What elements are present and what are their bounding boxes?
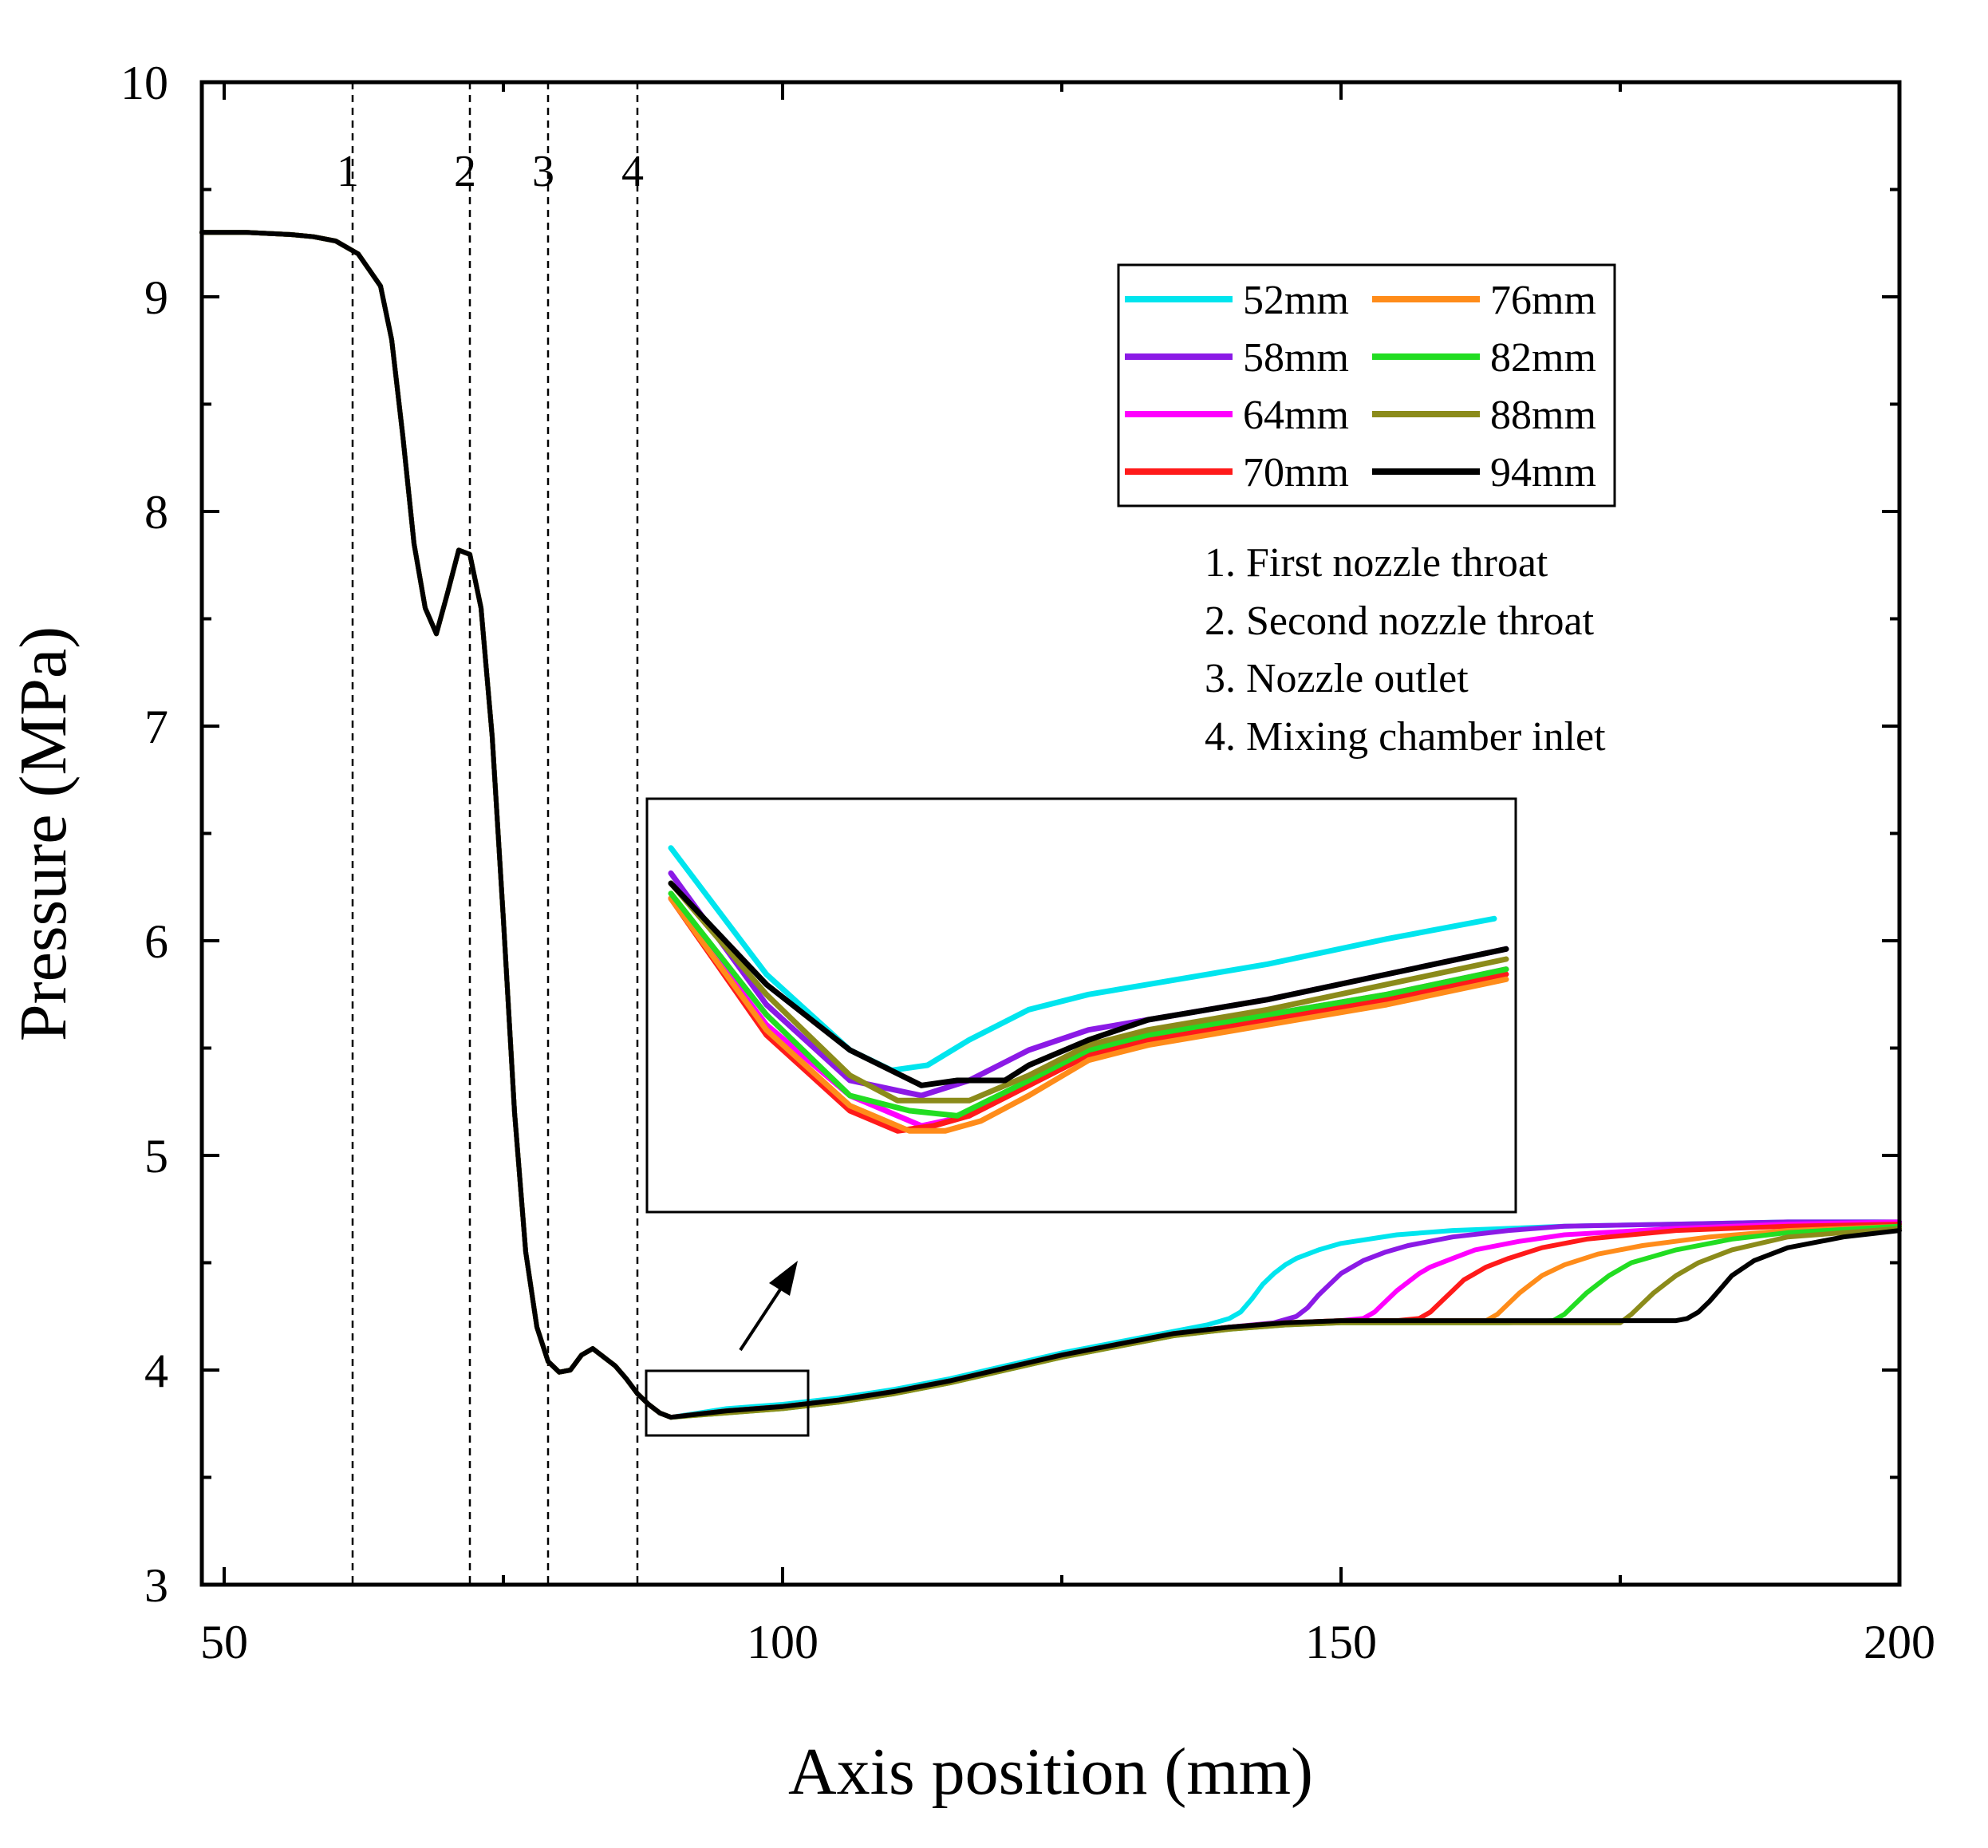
- inset-line-82mm: [668, 890, 1509, 1119]
- x-tick-label: 150: [1305, 1616, 1377, 1668]
- note-3: 3. Nozzle outlet: [1205, 656, 1469, 701]
- inset-line-70mm: [668, 895, 1509, 1134]
- series-line-94mm: [199, 230, 1902, 1420]
- x-tick-label: 200: [1864, 1616, 1935, 1668]
- x-tick-label: 50: [200, 1616, 248, 1668]
- x-tick-label: 100: [747, 1616, 818, 1668]
- legend-label-58mm: 58mm: [1243, 335, 1349, 381]
- y-axis-title: Pressure (MPa): [6, 626, 81, 1041]
- y-tick-label: 7: [144, 701, 168, 753]
- note-4: 4. Mixing chamber inlet: [1205, 714, 1606, 760]
- legend-label-76mm: 76mm: [1490, 278, 1596, 323]
- tick-labels: 50 100 150 200 3 4 5 6 7 8 9 10: [120, 57, 1935, 1668]
- inset-line-76mm: [668, 895, 1509, 1134]
- marker-label-4: 4: [621, 147, 644, 196]
- legend-box: [1117, 263, 1616, 507]
- zoom-arrow: [739, 1261, 798, 1352]
- marker-label-1: 1: [337, 147, 359, 196]
- marker-label-2: 2: [454, 147, 476, 196]
- legend-label-70mm: 70mm: [1243, 450, 1349, 496]
- y-tick-label: 4: [144, 1345, 168, 1397]
- inset-line-94mm: [668, 880, 1509, 1088]
- legend: 52mm 58mm 64mm 70mm 76mm 82mm 88mm 94mm: [1117, 263, 1616, 507]
- zoom-arrow-shaft: [739, 1283, 785, 1352]
- axis-ticks: [202, 81, 1901, 1586]
- y-tick-label: 3: [144, 1559, 168, 1612]
- series-group: [199, 230, 1902, 1420]
- y-tick-label: 8: [144, 486, 168, 539]
- y-tick-label: 5: [144, 1130, 168, 1183]
- inset-series-group: [668, 845, 1509, 1134]
- note-1: 1. First nozzle throat: [1205, 540, 1548, 586]
- legend-label-64mm: 64mm: [1243, 393, 1349, 438]
- x-axis-title: Axis position (mm): [788, 1735, 1313, 1809]
- y-tick-label: 10: [120, 57, 168, 109]
- y-tick-label: 6: [144, 915, 168, 968]
- note-2: 2. Second nozzle throat: [1205, 598, 1595, 644]
- marker-lines: 1 2 3 4: [337, 82, 644, 1585]
- inset-zoom: [645, 797, 1517, 1214]
- y-tick-label: 9: [144, 271, 168, 324]
- zoom-region-box: [645, 1369, 810, 1437]
- marker-notes: 1. First nozzle throat 2. Second nozzle …: [1205, 540, 1606, 760]
- legend-entries: 52mm 58mm 64mm 70mm 76mm 82mm 88mm 94mm: [1125, 278, 1596, 496]
- zoom-arrow-head: [769, 1261, 798, 1296]
- marker-label-3: 3: [532, 147, 554, 196]
- inset-line-88mm: [668, 880, 1509, 1104]
- legend-label-88mm: 88mm: [1490, 393, 1596, 438]
- legend-label-94mm: 94mm: [1490, 450, 1596, 496]
- legend-label-82mm: 82mm: [1490, 335, 1596, 381]
- legend-label-52mm: 52mm: [1243, 278, 1349, 323]
